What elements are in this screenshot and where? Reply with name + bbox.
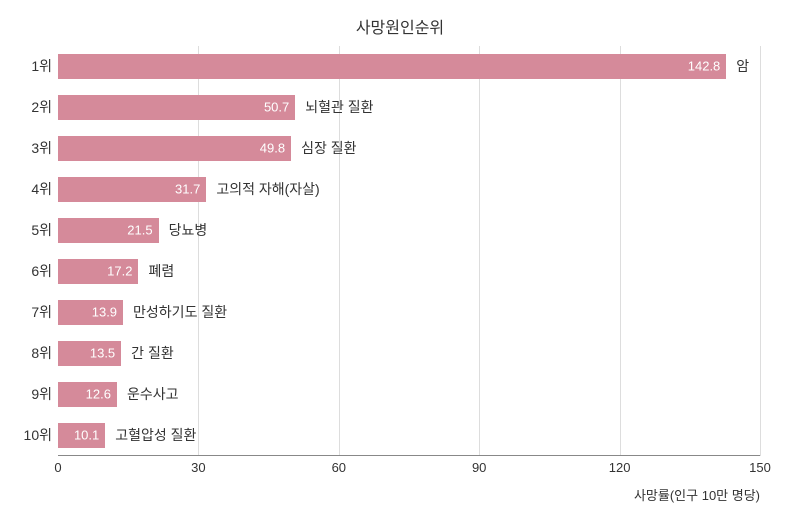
category-label: 만성하기도 질환 (133, 302, 227, 322)
chart-title: 사망원인순위 (0, 14, 800, 38)
bar-row: 6위17.2폐렴 (58, 259, 760, 284)
rank-label: 10위 (12, 425, 52, 445)
category-label: 고혈압성 질환 (115, 425, 196, 445)
bar-value: 13.5 (90, 346, 115, 361)
category-label: 고의적 자해(자살) (216, 179, 319, 199)
bar: 10.1 (58, 423, 105, 448)
bar-row: 1위142.8암 (58, 54, 760, 79)
bar: 50.7 (58, 95, 295, 120)
rank-label: 7위 (12, 302, 52, 322)
bar-row: 2위50.7뇌혈관 질환 (58, 95, 760, 120)
bars-layer: 1위142.8암2위50.7뇌혈관 질환3위49.8심장 질환4위31.7고의적… (58, 46, 760, 456)
rank-label: 9위 (12, 384, 52, 404)
category-label: 폐렴 (148, 261, 174, 281)
bar-row: 10위10.1고혈압성 질환 (58, 423, 760, 448)
bar: 17.2 (58, 259, 138, 284)
bar: 12.6 (58, 382, 117, 407)
x-tick-label: 0 (54, 460, 61, 475)
bar-row: 7위13.9만성하기도 질환 (58, 300, 760, 325)
rank-label: 1위 (12, 56, 52, 76)
bar: 142.8 (58, 54, 726, 79)
rank-label: 5위 (12, 220, 52, 240)
bar-value: 17.2 (107, 264, 132, 279)
gridline (760, 46, 761, 456)
x-tick-label: 30 (191, 460, 205, 475)
x-tick-label: 120 (609, 460, 631, 475)
bar-value: 10.1 (74, 428, 99, 443)
category-label: 당뇨병 (169, 220, 208, 240)
bar-value: 142.8 (688, 59, 721, 74)
rank-label: 8위 (12, 343, 52, 363)
rank-label: 4위 (12, 179, 52, 199)
bar-row: 9위12.6운수사고 (58, 382, 760, 407)
x-tick-label: 90 (472, 460, 486, 475)
bar: 13.5 (58, 341, 121, 366)
category-label: 심장 질환 (301, 138, 356, 158)
rank-label: 6위 (12, 261, 52, 281)
category-label: 간 질환 (131, 343, 174, 363)
bar-value: 12.6 (86, 387, 111, 402)
bar: 21.5 (58, 218, 159, 243)
chart-container: 사망원인순위 1위 142.8 암 2위 50.7 뇌혈관 질환 3위 49.8 심장 질환 4위… (0, 0, 800, 518)
x-tick-label: 150 (749, 460, 771, 475)
category-label: 뇌혈관 질환 (305, 97, 373, 117)
x-tick-label: 60 (332, 460, 346, 475)
bar-row: 3위49.8심장 질환 (58, 136, 760, 161)
category-label: 운수사고 (127, 384, 179, 404)
rank-label: 2위 (12, 97, 52, 117)
bar-value: 31.7 (175, 182, 200, 197)
bar: 13.9 (58, 300, 123, 325)
category-label: 암 (736, 56, 749, 76)
bar-value: 21.5 (127, 223, 152, 238)
bar-row: 8위13.5간 질환 (58, 341, 760, 366)
x-axis-line (58, 455, 760, 456)
bar-row: 5위21.5당뇨병 (58, 218, 760, 243)
bar: 31.7 (58, 177, 206, 202)
bar-value: 13.9 (92, 305, 117, 320)
x-axis-ticks: 0306090120150 (58, 460, 760, 478)
bar-value: 50.7 (264, 100, 289, 115)
rank-label: 3위 (12, 138, 52, 158)
x-axis-title: 사망률(인구 10만 명당) (634, 485, 760, 504)
bar-row: 4위31.7고의적 자해(자살) (58, 177, 760, 202)
plot-area: 1위142.8암2위50.7뇌혈관 질환3위49.8심장 질환4위31.7고의적… (58, 46, 760, 456)
bar: 49.8 (58, 136, 291, 161)
bar-value: 49.8 (260, 141, 285, 156)
